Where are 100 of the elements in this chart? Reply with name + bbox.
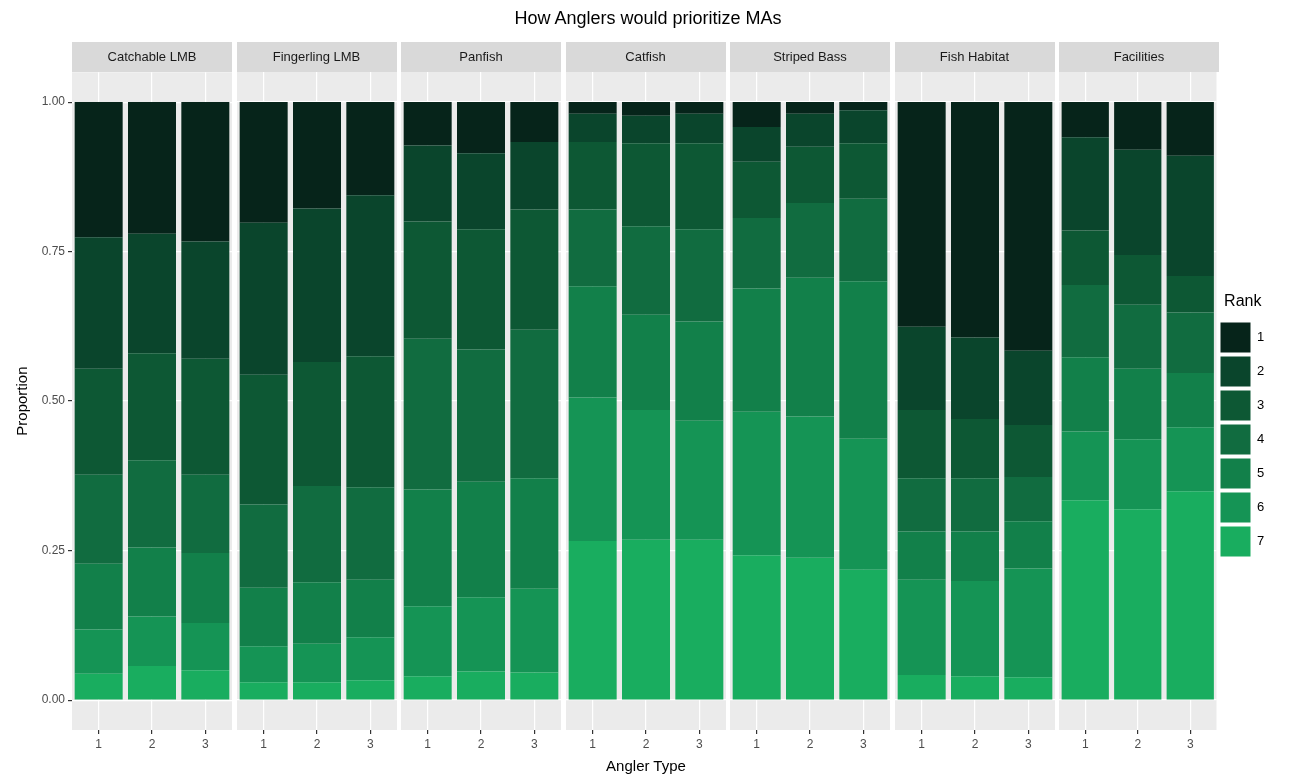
- x-tick-label: 3: [859, 736, 867, 751]
- bar: [674, 321, 723, 421]
- chart-title: Fish Habitat: [894, 42, 1055, 72]
- bar: [510, 588, 559, 673]
- bar: [457, 671, 505, 700]
- chart-title: Panfish: [401, 42, 561, 72]
- bar: [74, 629, 123, 674]
- bar: [345, 637, 394, 681]
- bar: [1061, 357, 1109, 432]
- bar: [128, 460, 176, 548]
- bar: [1114, 368, 1162, 440]
- x-tick-label: 2: [971, 736, 979, 751]
- bar: [1003, 350, 1052, 425]
- bar: [510, 672, 559, 700]
- x-tick-label: 1: [588, 736, 596, 751]
- bar: [1166, 372, 1214, 428]
- legend-label: 3: [1257, 397, 1265, 413]
- legend-label: 2: [1257, 363, 1265, 379]
- bar: [239, 504, 288, 588]
- bar: [403, 676, 452, 700]
- bar: [1114, 304, 1162, 369]
- bar: [621, 101, 670, 116]
- legend-title: Rank: [1224, 291, 1263, 309]
- bar: [1061, 431, 1109, 501]
- bar: [292, 101, 341, 209]
- bar: [621, 409, 670, 540]
- bar: [786, 146, 834, 203]
- bar: [239, 222, 288, 375]
- bar: [181, 622, 230, 671]
- bar: [74, 102, 123, 238]
- bar: [839, 198, 888, 282]
- x-tick-label: 3: [1024, 736, 1032, 751]
- bar: [239, 682, 288, 700]
- bar: [510, 101, 559, 142]
- bar: [1061, 230, 1109, 285]
- bar: [674, 143, 723, 230]
- bar: [839, 143, 888, 199]
- bar: [510, 329, 559, 479]
- bar: [457, 153, 505, 230]
- bar: [786, 203, 834, 278]
- x-tick-label: 1: [753, 736, 761, 751]
- x-tick-label: 2: [148, 736, 156, 751]
- x-tick-label: 1: [95, 736, 103, 751]
- bar: [74, 237, 123, 369]
- bar: [839, 110, 888, 144]
- bar: [732, 555, 781, 700]
- bar: [292, 643, 341, 683]
- bar: [345, 487, 394, 580]
- bar: [674, 420, 723, 540]
- y-tick-label: 1.00: [41, 94, 66, 109]
- x-tick-label: 1: [424, 736, 432, 751]
- bar: [897, 579, 946, 675]
- bar: [128, 616, 176, 667]
- y-tick-label: 0.50: [41, 393, 66, 408]
- y-tick-label: 0.00: [41, 692, 66, 707]
- bar: [786, 101, 834, 114]
- bar: [239, 374, 288, 505]
- bar: [1003, 677, 1052, 700]
- bar: [1003, 424, 1052, 477]
- bar: [292, 582, 341, 644]
- bar: [1166, 491, 1214, 700]
- y-tick-label: 0.25: [41, 542, 66, 557]
- bar: [732, 411, 781, 556]
- bar: [732, 288, 781, 412]
- x-tick-label: 3: [1186, 736, 1194, 751]
- bar: [950, 478, 999, 532]
- x-tick-label: 3: [366, 736, 374, 751]
- bar: [568, 209, 617, 287]
- x-tick-label: 2: [806, 736, 814, 751]
- bar: [732, 127, 781, 162]
- bar: [732, 161, 781, 218]
- bar: [292, 485, 341, 583]
- bar: [950, 418, 999, 479]
- bar: [1061, 101, 1109, 138]
- legend-label: 5: [1257, 465, 1265, 481]
- bar: [568, 101, 617, 114]
- bar: [839, 281, 888, 439]
- bar: [181, 241, 230, 359]
- bar: [510, 141, 559, 210]
- bar: [732, 101, 781, 128]
- bar: [510, 478, 559, 589]
- bar: [1003, 521, 1052, 569]
- bar: [839, 569, 888, 700]
- bar: [345, 356, 394, 488]
- bar: [128, 666, 176, 700]
- bar: [1114, 255, 1162, 305]
- bar: [1003, 568, 1052, 678]
- bar: [1061, 137, 1109, 231]
- bar: [403, 101, 452, 146]
- bar: [510, 209, 559, 330]
- bar: [786, 113, 834, 147]
- bar: [457, 349, 505, 482]
- bar: [786, 557, 834, 700]
- bar: [457, 597, 505, 672]
- bar: [1166, 427, 1214, 492]
- bar: [403, 489, 452, 607]
- bar: [457, 229, 505, 350]
- bar: [292, 208, 341, 363]
- legend-label: 1: [1257, 329, 1265, 345]
- bar: [621, 314, 670, 410]
